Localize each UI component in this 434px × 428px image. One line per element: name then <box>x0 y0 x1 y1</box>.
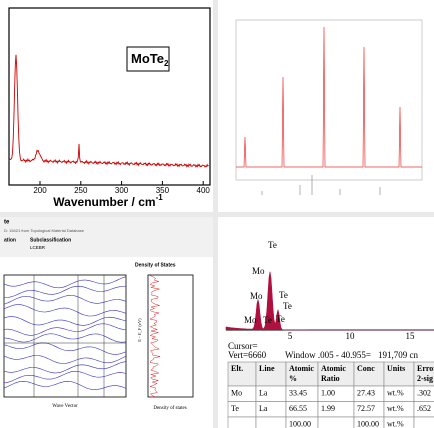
table-cell-text: 66.55 <box>289 404 307 413</box>
table-cell <box>317 361 355 387</box>
x-tick-label: 300 <box>115 186 129 195</box>
raman-spectrum <box>8 54 209 168</box>
eds-window: Window .005 - 40.955= <box>285 350 371 360</box>
band <box>3 276 127 289</box>
table-cell-text: La <box>259 404 268 413</box>
table-cell <box>255 416 287 428</box>
dos-x-label: Density of states <box>153 406 186 411</box>
band <box>3 323 127 336</box>
eds-counts: 191,709 cn <box>378 350 418 360</box>
table-header: Error2-sig <box>417 364 434 383</box>
raman-panel <box>0 0 213 212</box>
eds-vert: Vert=6660 <box>228 350 267 360</box>
table-header: Line <box>259 364 275 373</box>
peak-label: Te <box>276 314 285 324</box>
raman-frame <box>8 7 211 186</box>
peak-label: Mo <box>252 266 265 276</box>
table-header: Conc <box>357 364 375 373</box>
bands-frame <box>3 274 127 398</box>
table-cell <box>317 416 355 428</box>
xrd-frame <box>235 19 423 181</box>
band <box>3 371 127 384</box>
formula: MoTe2 <box>131 51 169 68</box>
peak-label: Mo <box>244 315 257 325</box>
eds-cursor: Cursor= <box>228 341 258 351</box>
x-tick-label: 400 <box>197 186 211 195</box>
table-cell-text: 1.00 <box>321 389 335 398</box>
table-header: Elt. <box>231 364 243 373</box>
bands-header <box>0 217 213 257</box>
dos-title: Density of States <box>135 262 176 268</box>
raman-x-label: Wavenumber / cm-1 <box>53 193 163 209</box>
bands-class: LCEBR <box>30 245 46 250</box>
xrd-pattern <box>236 26 422 168</box>
band <box>3 304 127 317</box>
peak-label: Mo <box>250 291 263 301</box>
table-cell-text: wt.% <box>387 420 404 428</box>
x-tick-label: 200 <box>33 186 47 195</box>
x-tick-label: 250 <box>74 186 88 195</box>
table-cell-text: 33.45 <box>289 389 307 398</box>
xrd-panel <box>218 0 434 212</box>
table-cell-text: Te <box>231 404 239 413</box>
table-cell-text: 27.43 <box>357 389 375 398</box>
eds-spectrum <box>225 271 434 331</box>
peak-label: Te <box>268 240 277 250</box>
table-cell-text: wt.% <box>387 389 404 398</box>
formula-box <box>126 46 170 72</box>
bands-x-label: Wave Vector <box>52 404 78 409</box>
dos-frame <box>147 274 194 398</box>
x-tick-label: 10 <box>346 331 356 341</box>
bands-title: te <box>4 220 10 226</box>
table-header: Units <box>387 364 405 373</box>
band <box>3 333 127 343</box>
dos-y-label: E - E_F (eV) <box>137 318 142 342</box>
band <box>3 285 127 298</box>
table-cell-text: .302 <box>417 389 431 398</box>
table-cell <box>227 416 257 428</box>
table-cell-text: 1.99 <box>321 404 335 413</box>
band <box>3 342 127 355</box>
x-tick-label: 350 <box>156 186 170 195</box>
table-cell-text: 72.57 <box>357 404 375 413</box>
table-header: Atomic Ratio <box>321 364 346 383</box>
bands-source: D: 15421 from Topological Material Datab… <box>4 228 85 233</box>
band <box>3 361 127 374</box>
x-tick-label: 15 <box>406 331 416 341</box>
peak-label: Te <box>283 301 292 311</box>
table-cell-text: 100.00 <box>289 420 311 428</box>
table-cell-text: 100.00 <box>357 420 379 428</box>
peak-label: Te <box>279 290 288 300</box>
bands-col1: ation <box>4 237 16 243</box>
bands-col2: Subclassification <box>30 237 71 243</box>
band <box>3 295 127 305</box>
table-cell <box>413 416 434 428</box>
band <box>3 380 127 390</box>
peak-label: Te <box>263 315 272 325</box>
table-cell <box>285 361 319 387</box>
band <box>3 316 127 326</box>
table-header: Atomic% <box>289 364 314 383</box>
table-cell-text: wt.% <box>387 404 404 413</box>
band <box>3 355 127 364</box>
table-cell <box>227 361 257 387</box>
x-tick-label: 5 <box>288 331 293 341</box>
table-cell-text: La <box>259 389 268 398</box>
table-cell-text: Mo <box>231 389 242 398</box>
table-cell-text: .652 <box>417 404 431 413</box>
dos <box>149 275 161 398</box>
